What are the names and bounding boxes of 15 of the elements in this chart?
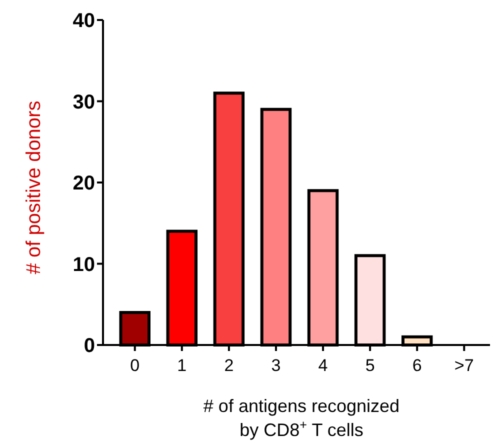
x-tick-label: 6 [412,356,422,375]
x-tick-label: 1 [177,356,187,375]
y-tick-label: 0 [84,335,95,357]
x-tick-label: 5 [365,356,375,375]
x-axis-title: # of antigens recognized by CD8$^{+}$ T cells [203,396,400,440]
y-tick-label: 30 [72,91,95,114]
x-tick-label: 4 [318,356,328,375]
y-tick-label: 40 [72,10,95,32]
y-tick-label: 20 [72,172,95,194]
x-tick-label: 2 [224,356,234,375]
y-tick-label: 10 [72,254,95,276]
y-axis-title: # of positive donors [23,100,45,274]
x-tick-label: >7 [454,356,474,375]
x-tick-label: 0 [130,356,140,375]
x-tick-label: 3 [271,356,281,375]
